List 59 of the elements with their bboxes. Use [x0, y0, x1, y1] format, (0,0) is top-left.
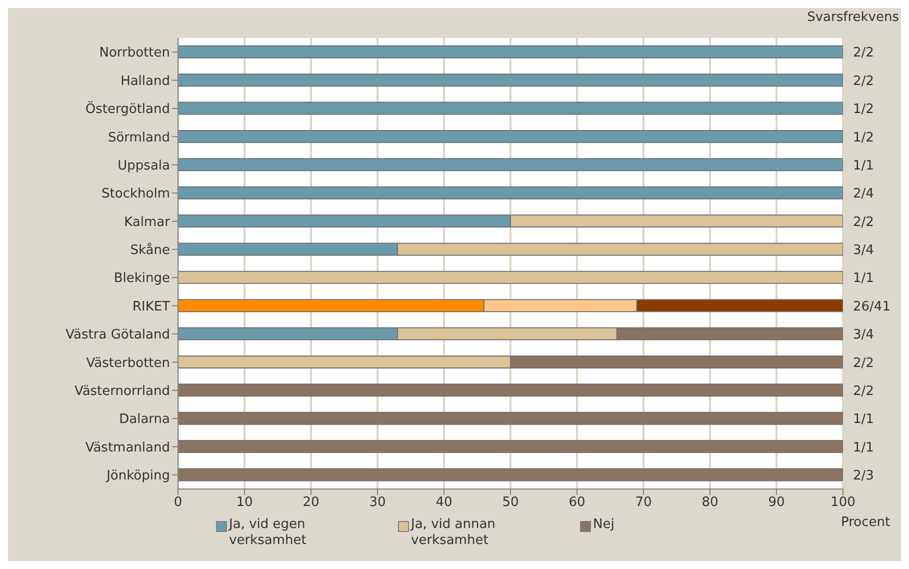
text: 1/2: [853, 102, 874, 118]
x-axis-title: Procent: [841, 515, 890, 530]
legend-label: Ja, vid egen verksamhet: [229, 517, 308, 549]
x-tick-label: 60: [568, 495, 586, 510]
x-tick-label: 100: [830, 495, 856, 510]
y-tick-label: Kalmar: [124, 214, 171, 230]
bar: [178, 186, 843, 200]
text: 2/4: [853, 186, 874, 202]
y2-axis-title: Svarsfrekvens: [807, 10, 899, 25]
y-tick-label: Dalarna: [119, 412, 170, 428]
text: 1/1: [853, 412, 874, 428]
bar: [178, 45, 843, 58]
x-tick-label: 80: [702, 495, 718, 510]
legend-label: Nej: [593, 517, 616, 533]
bar: [178, 440, 843, 454]
text: 2/2: [853, 356, 874, 371]
y-tick-label: Halland: [120, 74, 170, 89]
y-tick-label: Jönköping: [106, 468, 170, 484]
bar: [178, 468, 843, 482]
y-tick-label: Norrbotten: [99, 46, 170, 61]
y-tick-label: Skåne: [130, 242, 170, 258]
text: 1/1: [853, 271, 874, 286]
y-tick-label: Västernorrland: [74, 384, 170, 399]
y-tick-label: Östergötland: [85, 101, 170, 118]
y-tick-label: RIKET: [132, 299, 170, 314]
bar: [178, 158, 843, 172]
bar: [178, 412, 843, 425]
y-tick-label: Västmanland: [85, 440, 170, 456]
text: 2/3: [853, 468, 874, 484]
y-tick-label: Sörmland: [108, 130, 170, 146]
bar: [178, 270, 843, 284]
x-tick-label: 50: [502, 495, 519, 510]
bar: [178, 384, 843, 397]
text: 2/2: [853, 46, 874, 61]
y-tick-label: Stockholm: [102, 186, 170, 202]
bar: [178, 130, 843, 143]
x-tick-label: 40: [436, 495, 452, 510]
text: 1/1: [853, 440, 874, 456]
text: 1/2: [853, 130, 874, 146]
text: 26/41: [853, 299, 890, 314]
x-tick-label: 20: [302, 495, 320, 510]
x-tick-label: 0: [174, 495, 182, 510]
text: 3/4: [853, 328, 874, 343]
x-tick-label: 70: [635, 495, 652, 510]
y-tick-label: Västra Götaland: [66, 328, 170, 343]
x-tick-label: 90: [768, 495, 785, 510]
text: 3/4: [853, 243, 874, 258]
x-tick-label: 30: [369, 495, 386, 510]
x-tick-label: 10: [236, 495, 253, 510]
text: 2/2: [853, 384, 874, 399]
bar: [178, 74, 843, 87]
text: 2/2: [853, 74, 874, 89]
text: 2/2: [853, 214, 874, 230]
y-tick-label: Uppsala: [118, 158, 170, 174]
legend-label: Ja, vid annan verksamhet: [411, 517, 496, 549]
y-tick-label: Västerbotten: [86, 356, 170, 371]
text: 1/1: [853, 158, 874, 174]
y-tick-label: Blekinge: [114, 271, 170, 286]
bar: [178, 102, 843, 115]
